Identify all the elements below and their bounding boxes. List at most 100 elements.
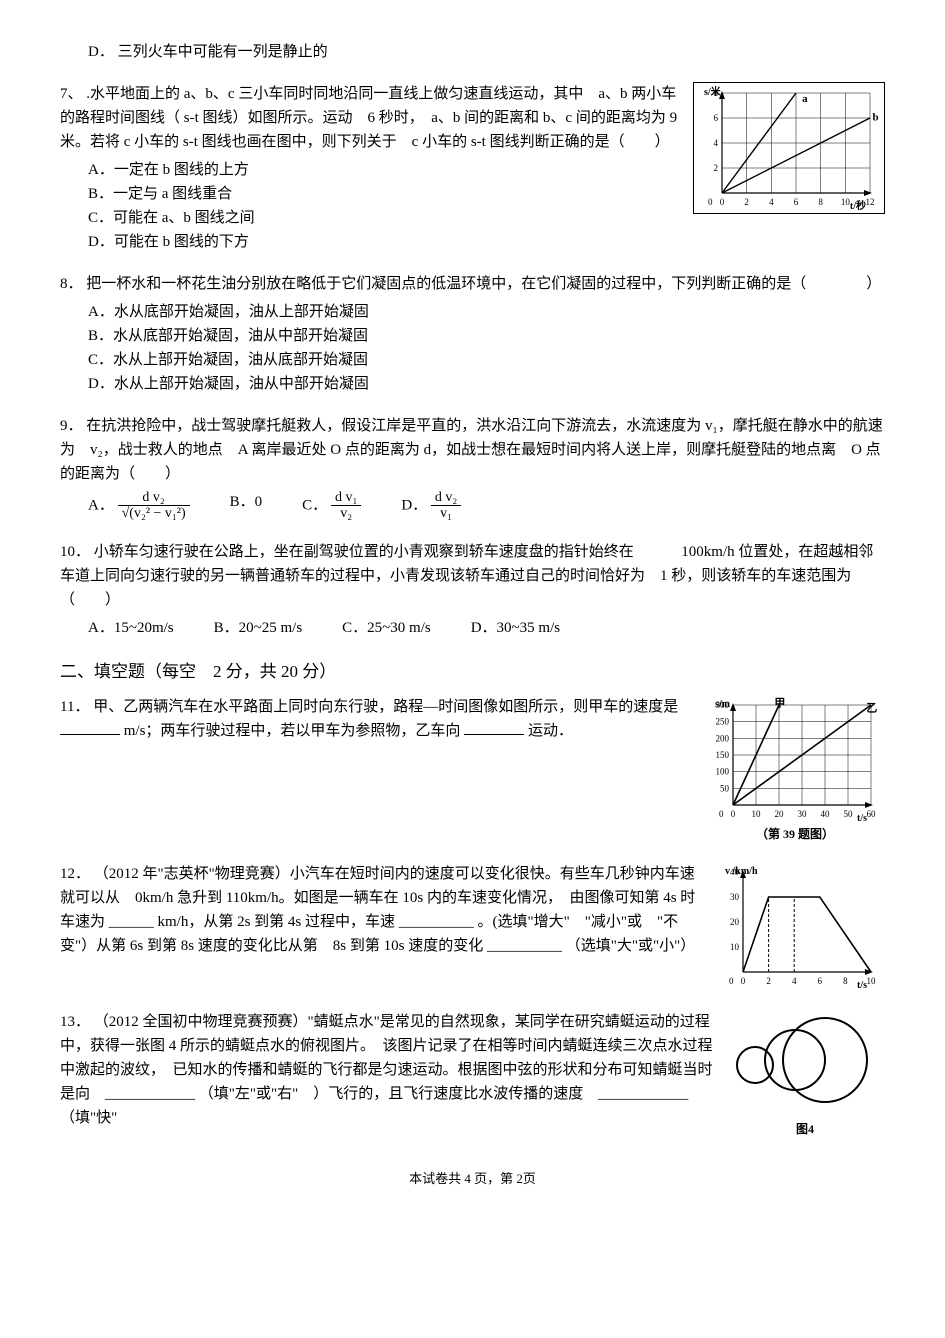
svg-text:8: 8 [818, 197, 823, 207]
option-a: A． d v₂ √(v₂² − v₁²) [88, 490, 190, 522]
option-b: B．20~25 m/s [214, 616, 303, 640]
q12-chart: 024681010203040v /km/ht/s0 [715, 862, 885, 992]
svg-text:t/s: t/s [857, 813, 867, 824]
svg-text:8: 8 [843, 976, 848, 986]
option-b: B．水从底部开始凝固，油从中部开始凝固 [88, 324, 885, 348]
option-d: D．水从上部开始凝固，油从中部开始凝固 [88, 372, 885, 396]
option-b: B．0 [230, 490, 263, 522]
question-7: 0246810122468s/米t/秒0ab 7、 .水平地面上的 a、b、c … [60, 82, 885, 254]
svg-text:乙: 乙 [866, 702, 877, 715]
svg-text:10: 10 [752, 809, 762, 819]
svg-text:2: 2 [766, 976, 771, 986]
svg-text:4: 4 [769, 197, 774, 207]
blank-2[interactable] [464, 719, 524, 735]
question-9: 9． 在抗洪抢险中，战士驾驶摩托艇救人，假设江岸是平直的，洪水沿江向下游流去，水… [60, 414, 885, 522]
option-d: D． d v₂ v₁ [401, 490, 461, 522]
denominator: v₁ [431, 506, 461, 521]
q-number: 10． [60, 544, 90, 560]
q6-option-d: D． 三列火车中可能有一列是静止的 [60, 40, 885, 64]
svg-text:200: 200 [716, 733, 730, 743]
q-text: .水平地面上的 a、b、c 三小车同时同地沿同一直线上做匀速直线运动，其中 a、… [60, 86, 677, 150]
fraction: d v₂ v₁ [431, 490, 461, 522]
option-label: D． [401, 497, 427, 513]
fraction: d v₂ √(v₂² − v₁²) [118, 490, 190, 522]
options: D． 三列火车中可能有一列是静止的 [60, 40, 885, 64]
denominator: √(v₂² − v₁²) [118, 506, 190, 521]
question-8: 8． 把一杯水和一杯花生油分别放在略低于它们凝固点的低温环境中，在它们凝固的过程… [60, 272, 885, 396]
q-text: 把一杯水和一杯花生油分别放在略低于它们凝固点的低温环境中，在它们凝固的过程中，下… [86, 276, 881, 292]
denominator: v₂ [331, 506, 361, 521]
option-label: C． [302, 497, 327, 513]
option-c: C．25~30 m/s [342, 616, 431, 640]
svg-text:150: 150 [716, 750, 730, 760]
svg-text:0: 0 [729, 976, 734, 986]
options: A． d v₂ √(v₂² − v₁²) B．0 C． d v₁ v₂ D． d… [60, 490, 885, 522]
q7-chart: 0246810122468s/米t/秒0ab [693, 82, 885, 214]
q-text: 在抗洪抢险中，战士驾驶摩托艇救人，假设江岸是平直的，洪水沿江向下游流去，水流速度… [60, 418, 883, 482]
svg-text:t/秒: t/秒 [850, 199, 866, 212]
svg-text:s/米: s/米 [704, 85, 722, 98]
svg-text:4: 4 [792, 976, 797, 986]
q-number: 8． [60, 276, 83, 292]
svg-text:250: 250 [716, 717, 730, 727]
question-11: 010203040506050100150200250300s/mt/s0甲乙 … [60, 695, 885, 844]
svg-text:40: 40 [821, 809, 831, 819]
svg-text:6: 6 [794, 197, 799, 207]
options: A．15~20m/s B．20~25 m/s C．25~30 m/s D．30~… [60, 616, 885, 640]
svg-text:50: 50 [720, 783, 730, 793]
q-number: 11． [60, 699, 89, 715]
q-text: （2012 年"志英杯"物理竞赛）小汽车在短时间内的速度可以变化很快。有些车几秒… [60, 866, 695, 954]
q-value: 100km/h [681, 544, 734, 560]
numerator: d v₂ [118, 490, 190, 506]
numerator: d v₂ [431, 490, 461, 506]
question-13: 图4 13． （2012 全国初中物理竞赛预赛）"蜻蜓点水"是常见的自然现象，某… [60, 1010, 885, 1139]
q-number: 7、 [60, 86, 83, 102]
svg-text:50: 50 [844, 809, 854, 819]
q-number: 12． [60, 866, 90, 882]
stem: 10． 小轿车匀速行驶在公路上，坐在副驾驶位置的小青观察到轿车速度盘的指针始终在… [60, 540, 885, 612]
svg-text:20: 20 [730, 917, 740, 927]
option-a: A．水从底部开始凝固，油从上部开始凝固 [88, 300, 885, 324]
option-d: D．30~35 m/s [471, 616, 560, 640]
svg-text:30: 30 [798, 809, 808, 819]
svg-text:0: 0 [719, 809, 724, 819]
svg-text:0: 0 [731, 809, 736, 819]
svg-text:100: 100 [716, 767, 730, 777]
page-footer: 本试卷共 4 页，第 2页 [60, 1169, 885, 1190]
unit-1: m/s；两车行驶过程中，若以甲车为参照物，乙车向 [124, 723, 461, 739]
svg-text:12: 12 [866, 197, 875, 207]
svg-text:0: 0 [708, 197, 713, 207]
svg-text:s/m: s/m [715, 699, 731, 710]
question-10: 10． 小轿车匀速行驶在公路上，坐在副驾驶位置的小青观察到轿车速度盘的指针始终在… [60, 540, 885, 640]
svg-text:2: 2 [714, 163, 719, 173]
option-c: C． d v₁ v₂ [302, 490, 361, 522]
stem: 8． 把一杯水和一杯花生油分别放在略低于它们凝固点的低温环境中，在它们凝固的过程… [60, 272, 885, 296]
svg-text:2: 2 [744, 197, 749, 207]
stem: 9． 在抗洪抢险中，战士驾驶摩托艇救人，假设江岸是平直的，洪水沿江向下游流去，水… [60, 414, 885, 486]
q-text: （2012 全国初中物理竞赛预赛）"蜻蜓点水"是常见的自然现象，某同学在研究蜻蜓… [60, 1014, 713, 1126]
option-label: D． [88, 44, 114, 60]
svg-text:10: 10 [730, 942, 740, 952]
caption: （第 39 题图） [705, 825, 885, 844]
q-number: 13． [60, 1014, 90, 1030]
option-c: C．水从上部开始凝固，油从底部开始凝固 [88, 348, 885, 372]
svg-text:60: 60 [867, 809, 877, 819]
svg-text:20: 20 [775, 809, 785, 819]
text-2: 运动． [528, 723, 573, 739]
options: A．水从底部开始凝固，油从上部开始凝固 B．水从底部开始凝固，油从中部开始凝固 … [60, 300, 885, 396]
svg-text:甲: 甲 [774, 697, 785, 710]
q11-chart: 010203040506050100150200250300s/mt/s0甲乙 … [705, 695, 885, 844]
caption: 图4 [725, 1120, 885, 1139]
text-1: 甲、乙两辆汽车在水平路面上同时向东行驶，路程—时间图像如图所示，则甲车的速度是 [93, 699, 678, 715]
svg-text:6: 6 [714, 113, 719, 123]
blank-1[interactable] [60, 719, 120, 735]
question-12: 024681010203040v /km/ht/s0 12． （2012 年"志… [60, 862, 885, 992]
svg-text:t/s: t/s [857, 980, 867, 991]
q13-figure: 图4 [725, 1010, 885, 1139]
fraction: d v₁ v₂ [331, 490, 361, 522]
q-number: 9． [60, 418, 83, 434]
svg-text:6: 6 [818, 976, 823, 986]
svg-text:30: 30 [730, 892, 740, 902]
numerator: d v₁ [331, 490, 361, 506]
svg-text:b: b [872, 112, 878, 124]
